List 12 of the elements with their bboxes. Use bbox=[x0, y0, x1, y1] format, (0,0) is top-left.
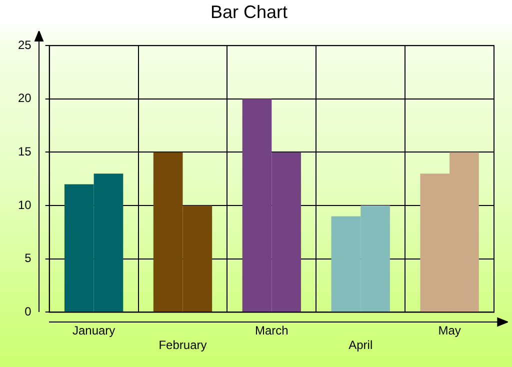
x-tick-label: February bbox=[158, 338, 207, 352]
chart-title: Bar Chart bbox=[210, 2, 288, 22]
y-tick-label: 0 bbox=[24, 304, 32, 319]
y-tick-label: 5 bbox=[24, 251, 32, 266]
y-tick-label: 10 bbox=[18, 198, 32, 212]
y-tick-label: 25 bbox=[18, 38, 32, 52]
x-tick-label: March bbox=[255, 324, 288, 338]
x-tick-label: January bbox=[72, 324, 116, 338]
y-tick-label: 15 bbox=[18, 144, 32, 159]
x-tick-label: April bbox=[348, 338, 373, 352]
y-tick-label: 20 bbox=[18, 91, 32, 106]
x-tick-label: May bbox=[438, 324, 461, 338]
